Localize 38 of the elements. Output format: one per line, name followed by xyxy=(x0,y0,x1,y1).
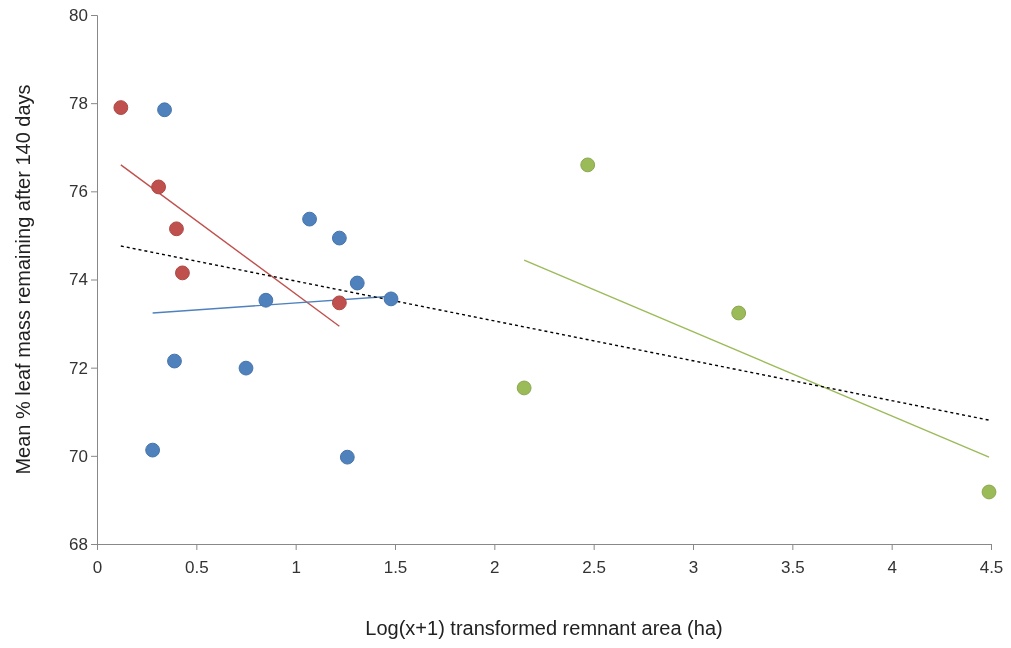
point xyxy=(169,221,184,237)
x-axis-title: Log(x+1) transformed remnant area (ha) xyxy=(365,617,723,639)
y-tick-label: 74 xyxy=(69,270,88,290)
y-axis-title: Mean % leaf mass remaining after 140 days xyxy=(12,84,34,475)
point xyxy=(258,292,274,308)
point xyxy=(113,100,129,115)
x-tick-label: 2 xyxy=(490,558,500,578)
point xyxy=(157,102,172,118)
x-tick-label: 4 xyxy=(887,558,897,578)
point xyxy=(516,380,532,396)
y-tick-label: 80 xyxy=(69,5,88,25)
x-tick-label: 0 xyxy=(92,558,103,578)
x-tick-label: 1 xyxy=(291,558,301,578)
point xyxy=(331,230,347,246)
y-tick-label: 68 xyxy=(69,534,88,554)
point xyxy=(167,353,182,369)
x-tick-label: 2.5 xyxy=(582,558,606,578)
y-tick-label: 70 xyxy=(69,446,88,466)
point xyxy=(981,484,997,500)
point xyxy=(349,275,365,291)
y-tick-label: 78 xyxy=(69,94,88,114)
point xyxy=(145,442,161,458)
point xyxy=(580,157,596,173)
x-tick-label: 1.5 xyxy=(383,558,408,578)
point xyxy=(331,295,347,311)
point xyxy=(175,265,190,281)
x-tick-label: 3 xyxy=(688,558,699,578)
point xyxy=(151,179,166,195)
point xyxy=(339,449,355,465)
y-tick-label: 76 xyxy=(69,182,88,202)
point xyxy=(302,211,317,227)
x-tick-label: 4.5 xyxy=(979,558,1004,578)
point xyxy=(383,291,399,307)
point xyxy=(731,305,747,321)
point xyxy=(238,360,254,376)
x-tick-label: 3.5 xyxy=(781,558,805,578)
x-tick-label: 0.5 xyxy=(185,558,209,578)
y-tick-label: 72 xyxy=(69,358,88,378)
